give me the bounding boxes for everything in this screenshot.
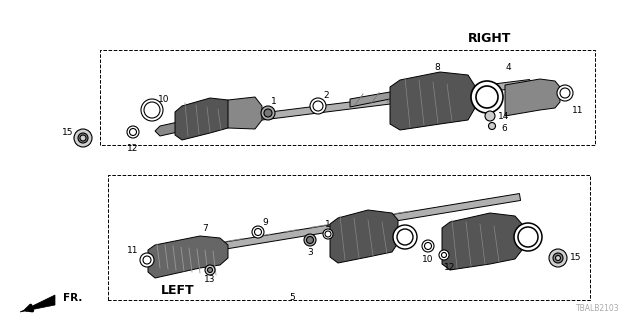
Text: 7: 7 <box>202 223 208 233</box>
Circle shape <box>560 88 570 98</box>
Circle shape <box>129 129 136 135</box>
Circle shape <box>252 226 264 238</box>
Text: 15: 15 <box>570 253 582 262</box>
Circle shape <box>307 236 314 244</box>
Circle shape <box>556 255 561 260</box>
Circle shape <box>264 109 272 117</box>
Text: 4: 4 <box>505 62 511 71</box>
Circle shape <box>471 81 503 113</box>
Circle shape <box>310 98 326 114</box>
Text: 1: 1 <box>271 97 277 106</box>
Circle shape <box>485 111 495 121</box>
Text: FR.: FR. <box>63 293 83 303</box>
Circle shape <box>476 86 498 108</box>
Text: 1: 1 <box>325 220 331 228</box>
Circle shape <box>255 228 262 236</box>
Text: 13: 13 <box>204 276 216 284</box>
Circle shape <box>80 135 86 141</box>
Text: 11: 11 <box>127 245 139 254</box>
Polygon shape <box>20 295 55 312</box>
Circle shape <box>127 126 139 138</box>
Circle shape <box>323 229 333 239</box>
Circle shape <box>424 243 431 250</box>
Circle shape <box>143 256 151 264</box>
Circle shape <box>261 106 275 120</box>
Circle shape <box>557 85 573 101</box>
Polygon shape <box>330 210 398 263</box>
Text: 10: 10 <box>158 94 170 103</box>
Circle shape <box>488 123 495 130</box>
Text: 10: 10 <box>422 254 434 263</box>
Circle shape <box>397 229 413 245</box>
Circle shape <box>325 231 331 237</box>
Circle shape <box>78 133 88 143</box>
Polygon shape <box>390 72 475 130</box>
Circle shape <box>144 102 160 118</box>
Circle shape <box>549 249 567 267</box>
Text: 12: 12 <box>127 143 139 153</box>
Circle shape <box>422 240 434 252</box>
Text: LEFT: LEFT <box>161 284 195 297</box>
Text: 8: 8 <box>434 62 440 71</box>
Text: RIGHT: RIGHT <box>468 31 512 44</box>
Text: 15: 15 <box>62 127 74 137</box>
Circle shape <box>207 268 212 273</box>
Polygon shape <box>228 97 262 129</box>
Circle shape <box>74 129 92 147</box>
Text: 2: 2 <box>323 91 329 100</box>
Circle shape <box>141 99 163 121</box>
Polygon shape <box>168 194 520 259</box>
Text: TBALB2103: TBALB2103 <box>577 304 620 313</box>
Circle shape <box>442 252 447 258</box>
Polygon shape <box>148 236 228 278</box>
Circle shape <box>439 250 449 260</box>
Text: 12: 12 <box>444 262 456 271</box>
Circle shape <box>514 223 542 251</box>
Text: 3: 3 <box>307 247 313 257</box>
Circle shape <box>205 265 215 275</box>
Text: 9: 9 <box>262 218 268 227</box>
Circle shape <box>518 227 538 247</box>
Polygon shape <box>505 79 560 116</box>
Circle shape <box>393 225 417 249</box>
Circle shape <box>553 253 563 263</box>
Text: 5: 5 <box>289 292 295 301</box>
Text: 6: 6 <box>501 124 507 132</box>
Polygon shape <box>442 213 522 270</box>
Circle shape <box>313 101 323 111</box>
Polygon shape <box>155 122 178 136</box>
Text: 11: 11 <box>572 106 584 115</box>
Circle shape <box>304 234 316 246</box>
Polygon shape <box>175 98 232 140</box>
Circle shape <box>140 253 154 267</box>
Polygon shape <box>177 80 531 131</box>
Text: 14: 14 <box>499 111 509 121</box>
Polygon shape <box>350 85 430 107</box>
